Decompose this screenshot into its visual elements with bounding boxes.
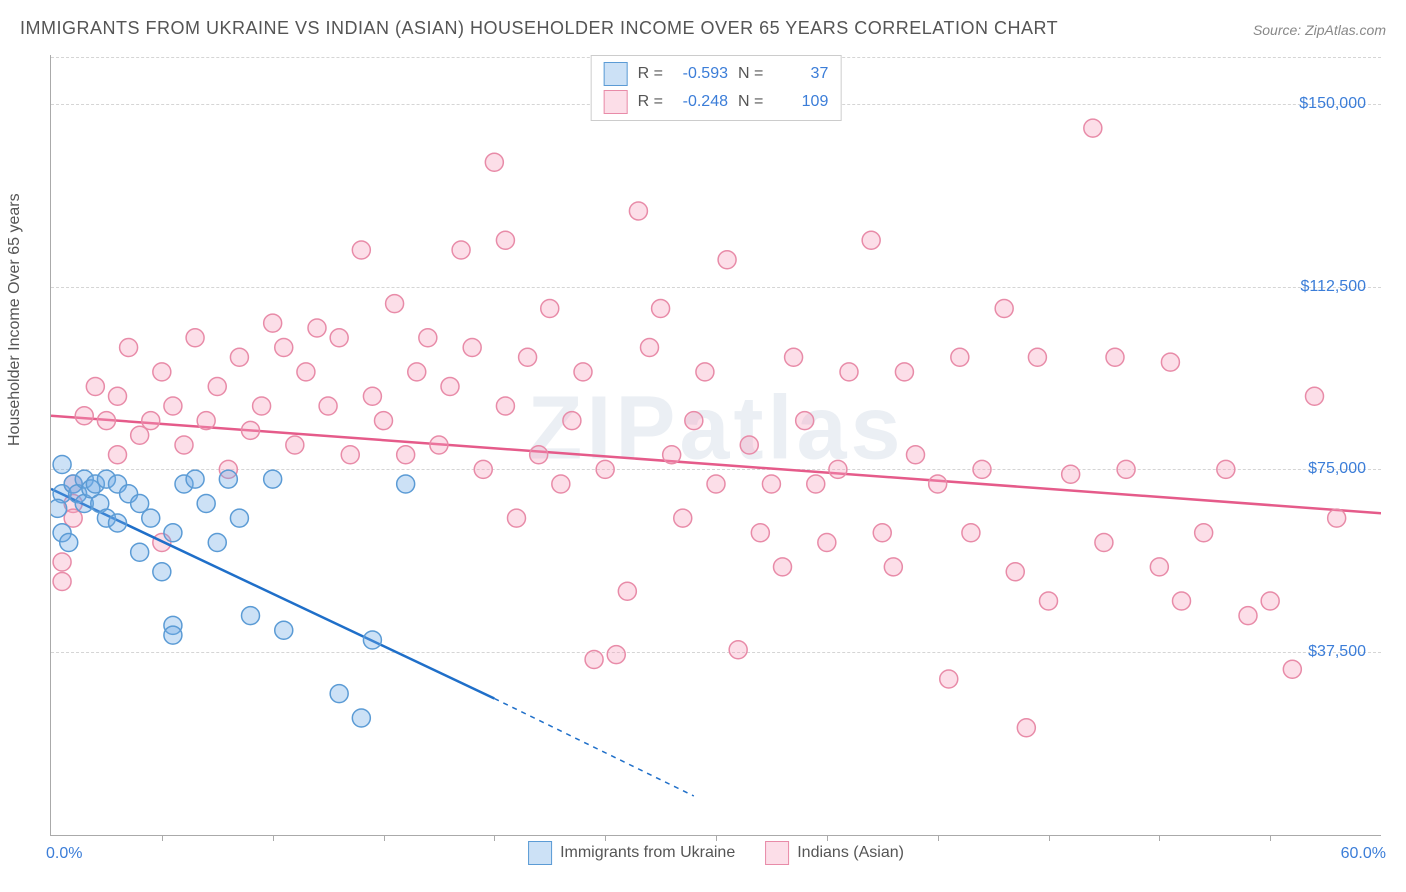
bottom-legend: Immigrants from Ukraine Indians (Asian) (528, 841, 904, 865)
r-label: R = (638, 93, 663, 111)
chart-title: IMMIGRANTS FROM UKRAINE VS INDIAN (ASIAN… (20, 18, 1058, 39)
swatch-indian-bottom (765, 841, 789, 865)
r-label: R = (638, 65, 663, 83)
x-tick (605, 835, 606, 841)
x-tick (827, 835, 828, 841)
legend-label-1: Indians (Asian) (797, 844, 904, 862)
x-tick (162, 835, 163, 841)
x-tick (1049, 835, 1050, 841)
swatch-indian (604, 90, 628, 114)
chart-container: IMMIGRANTS FROM UKRAINE VS INDIAN (ASIAN… (0, 0, 1406, 892)
x-tick (716, 835, 717, 841)
x-tick (494, 835, 495, 841)
x-tick (384, 835, 385, 841)
legend-item-0: Immigrants from Ukraine (528, 841, 735, 865)
y-axis-label: Householder Income Over 65 years (6, 193, 24, 446)
legend-label-0: Immigrants from Ukraine (560, 844, 735, 862)
r-value-0: -0.593 (673, 65, 728, 83)
plot-area: ZIPatlas R = -0.593 N = 37 R = -0.248 N … (50, 55, 1381, 836)
x-tick (938, 835, 939, 841)
chart-source: Source: ZipAtlas.com (1253, 22, 1386, 38)
n-value-0: 37 (773, 65, 828, 83)
x-tick (273, 835, 274, 841)
x-tick-label: 60.0% (1341, 845, 1386, 863)
swatch-ukraine-bottom (528, 841, 552, 865)
swatch-ukraine (604, 62, 628, 86)
stats-row-0: R = -0.593 N = 37 (604, 60, 829, 88)
n-value-1: 109 (773, 93, 828, 111)
x-tick (1270, 835, 1271, 841)
x-tick-label: 0.0% (46, 845, 82, 863)
legend-item-1: Indians (Asian) (765, 841, 904, 865)
scatter-svg (51, 55, 1381, 835)
stats-legend-box: R = -0.593 N = 37 R = -0.248 N = 109 (591, 55, 842, 121)
n-label: N = (738, 93, 763, 111)
stats-row-1: R = -0.248 N = 109 (604, 88, 829, 116)
r-value-1: -0.248 (673, 93, 728, 111)
n-label: N = (738, 65, 763, 83)
x-tick (1159, 835, 1160, 841)
